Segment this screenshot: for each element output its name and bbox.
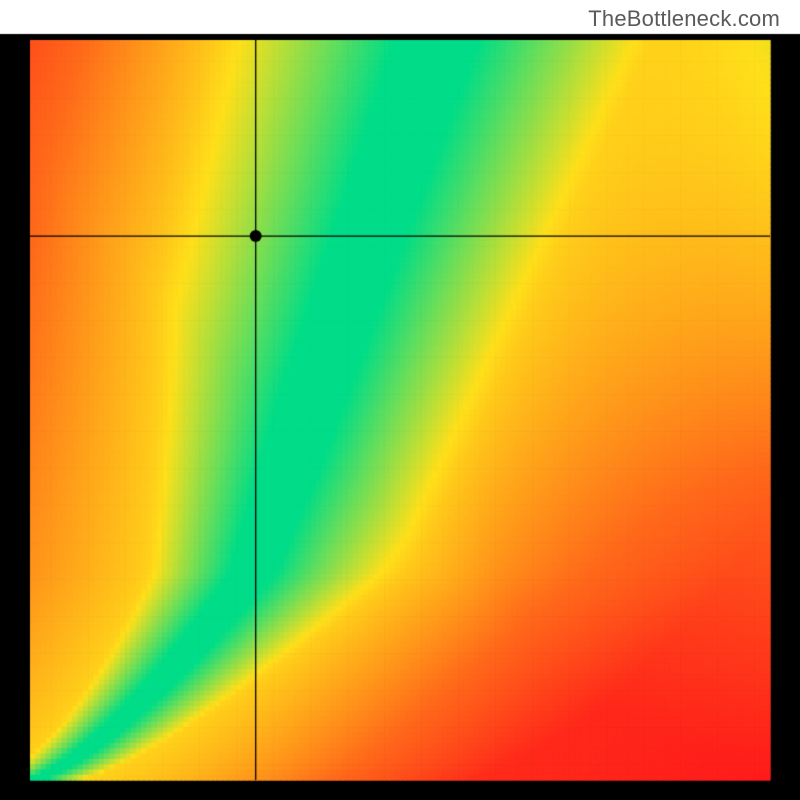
chart-container: TheBottleneck.com [0,0,800,800]
heatmap-canvas [0,0,800,800]
attribution-text: TheBottleneck.com [588,6,780,32]
